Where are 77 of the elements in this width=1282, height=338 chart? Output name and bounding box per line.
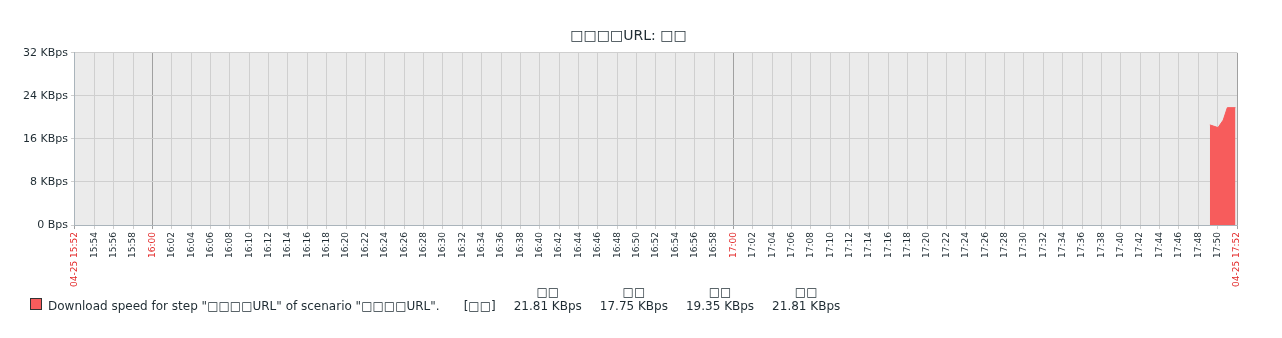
x-tick-label: 16:56 <box>689 231 700 258</box>
x-tick-label: 15:54 <box>88 231 99 258</box>
x-tick-label: 17:38 <box>1095 231 1106 258</box>
x-tick-label: 17:30 <box>1018 231 1029 258</box>
x-tick-label: 17:12 <box>843 232 854 258</box>
x-tick-label: 16:42 <box>553 232 564 258</box>
x-tick-label: 16:08 <box>224 231 235 258</box>
x-tick-label: 17:34 <box>1057 231 1068 258</box>
y-tick-label: 24 KBps <box>23 88 69 102</box>
x-tick-label: 17:24 <box>960 231 971 258</box>
x-tick-label: 04-25 15:52 <box>69 232 80 287</box>
x-tick-label: 16:28 <box>417 231 428 258</box>
x-tick-label: 16:16 <box>301 231 312 258</box>
x-tick-label: 16:22 <box>359 232 370 258</box>
x-tick-label: 16:06 <box>204 231 215 258</box>
x-tick-label: 16:24 <box>379 231 390 258</box>
x-tick-label: 17:08 <box>805 231 816 258</box>
x-tick-label: 16:10 <box>243 231 254 258</box>
x-tick-label: 17:04 <box>766 231 777 258</box>
x-tick-label: 16:02 <box>166 232 177 258</box>
x-tick-label: 16:32 <box>456 232 467 258</box>
y-tick-label: 8 KBps <box>30 174 69 188</box>
x-tick-label: 17:22 <box>940 232 951 258</box>
x-tick-label: 16:34 <box>476 231 487 258</box>
x-tick-label: 17:10 <box>824 231 835 258</box>
x-tick-label: 15:58 <box>127 231 138 258</box>
x-tick-label: 16:04 <box>185 231 196 258</box>
text: 21.81 KBps <box>513 299 582 313</box>
x-tick-label: 16:36 <box>495 231 506 258</box>
x-tick-label: 16:14 <box>282 231 293 258</box>
x-tick-label: 17:18 <box>902 231 913 258</box>
x-tick-label: 16:58 <box>708 231 719 258</box>
x-tick-label: 16:52 <box>650 232 661 258</box>
x-tick-label: 16:44 <box>572 231 583 258</box>
chart-title: □□□□URL: □□ <box>570 27 687 44</box>
x-tick-label: 17:20 <box>921 231 932 258</box>
text: [□□] <box>463 299 496 313</box>
x-tick-label: 17:06 <box>785 231 796 258</box>
text: 21.81 KBps <box>772 299 841 313</box>
x-tick-label: 17:44 <box>1153 231 1164 258</box>
x-tick-label: 17:26 <box>979 231 990 258</box>
x-tick-label: 17:46 <box>1173 231 1184 258</box>
y-tick-label: 32 KBps <box>23 45 69 59</box>
x-tick-label: 17:42 <box>1134 232 1145 258</box>
y-tick-label: 16 KBps <box>23 131 69 145</box>
text: 19.35 KBps <box>685 299 755 313</box>
x-tick-label: 16:46 <box>592 231 603 258</box>
x-tick-label: 17:32 <box>1037 232 1048 258</box>
x-tick-label: 16:26 <box>398 231 409 258</box>
text: □□ <box>794 285 818 299</box>
x-tick-label: 17:36 <box>1076 231 1087 258</box>
y-tick-label: 0 Bps <box>37 217 69 231</box>
x-tick-label: 16:40 <box>534 231 545 258</box>
x-tick-label: 04-25 17:52 <box>1231 232 1242 287</box>
text: 17.75 KBps <box>599 299 668 313</box>
x-tick-label: 16:20 <box>340 231 351 258</box>
text: □□ <box>536 285 560 299</box>
legend-label: Download speed for step "□□□□URL" of scenario "□□□□URL". <box>48 299 440 313</box>
x-tick-label: 17:14 <box>863 231 874 258</box>
x-tick-label: 16:50 <box>630 231 641 258</box>
text: □□ <box>622 285 646 299</box>
x-tick-label: 17:16 <box>882 231 893 258</box>
x-tick-label: 17:02 <box>747 232 758 258</box>
x-tick-label: 17:28 <box>998 231 1009 258</box>
x-tick-label: 17:48 <box>1192 231 1203 258</box>
x-tick-label: 17:00 <box>727 231 738 258</box>
x-tick-label: 17:50 <box>1211 231 1222 258</box>
x-tick-label: 16:18 <box>321 231 332 258</box>
x-tick-label: 16:12 <box>262 232 273 258</box>
x-tick-label: 16:48 <box>611 231 622 258</box>
x-tick-label: 15:56 <box>108 231 119 258</box>
text: □□ <box>708 285 732 299</box>
x-tick-label: 16:00 <box>146 231 157 258</box>
x-tick-label: 16:38 <box>514 231 525 258</box>
x-tick-label: 16:30 <box>437 231 448 258</box>
x-tick-label: 17:40 <box>1115 231 1126 258</box>
x-tick-label: 16:54 <box>669 231 680 258</box>
